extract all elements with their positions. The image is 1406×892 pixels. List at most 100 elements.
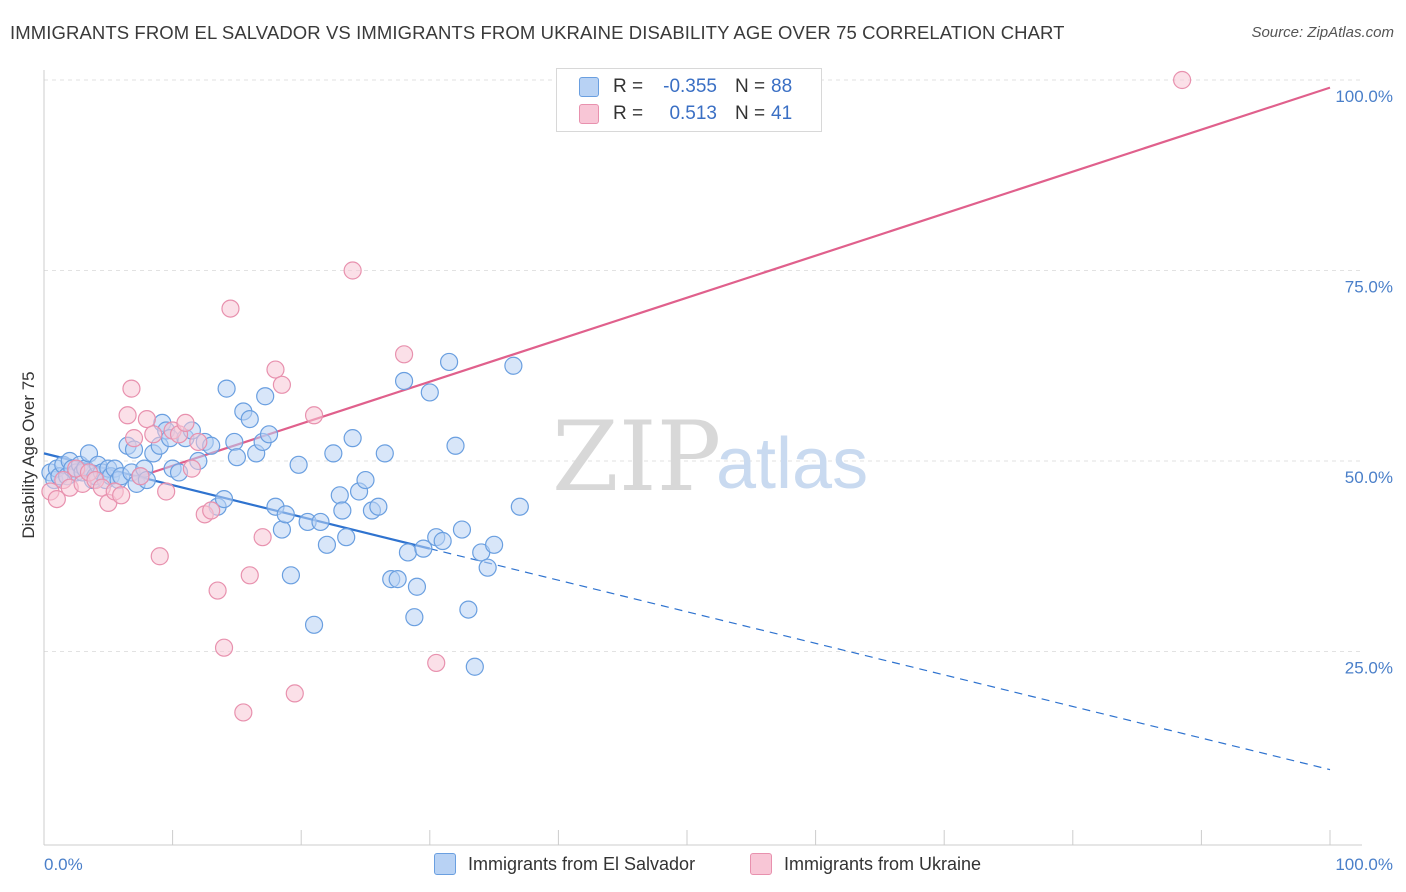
data-point bbox=[225, 432, 244, 452]
data-point bbox=[122, 379, 141, 398]
data-point bbox=[324, 444, 343, 463]
legend-r-label: R = bbox=[613, 76, 644, 97]
data-point bbox=[1173, 70, 1192, 90]
x-ticks bbox=[43, 830, 1331, 845]
data-point bbox=[504, 356, 523, 375]
data-point bbox=[369, 497, 388, 516]
data-point bbox=[214, 490, 234, 509]
axes bbox=[43, 70, 1362, 846]
legend-n-label: N = bbox=[735, 76, 766, 97]
data-point bbox=[433, 531, 452, 551]
legend-swatch-el-salvador bbox=[579, 77, 599, 97]
data-point bbox=[259, 425, 279, 444]
bottom-legend-label-ukraine: Immigrants from Ukraine bbox=[784, 853, 982, 874]
data-point bbox=[272, 375, 292, 394]
data-point bbox=[272, 520, 292, 539]
data-point bbox=[214, 638, 234, 657]
data-point bbox=[47, 490, 66, 509]
data-point bbox=[202, 501, 221, 520]
y-tick-label-25: 25.0% bbox=[1345, 659, 1393, 678]
data-points bbox=[41, 70, 1192, 722]
data-point bbox=[427, 653, 446, 673]
chart-title: IMMIGRANTS FROM EL SALVADOR VS IMMIGRANT… bbox=[10, 22, 1065, 43]
data-point bbox=[394, 345, 414, 364]
series-ukraine bbox=[41, 70, 1192, 722]
gridlines bbox=[44, 79, 1362, 652]
data-point bbox=[375, 444, 394, 463]
data-point bbox=[333, 501, 352, 520]
legend-swatch-ukraine bbox=[579, 104, 599, 124]
data-point bbox=[150, 547, 169, 566]
data-point bbox=[388, 570, 407, 589]
data-point bbox=[253, 528, 272, 547]
watermark-atlas: atlas bbox=[716, 424, 868, 504]
watermark-zip: ZIP bbox=[552, 401, 721, 513]
data-point bbox=[420, 383, 439, 402]
bottom-legend-el-salvador: Immigrants from El Salvador bbox=[434, 851, 695, 877]
legend-row-el-salvador: R = -0.355 N = 88 bbox=[579, 74, 792, 100]
data-point bbox=[182, 459, 201, 478]
data-point bbox=[157, 482, 176, 501]
data-point bbox=[510, 497, 529, 516]
y-tick-labels: 25.0% 50.0% 75.0% 100.0% bbox=[1335, 87, 1393, 678]
data-point bbox=[356, 470, 375, 490]
data-point bbox=[240, 566, 259, 585]
data-point bbox=[394, 371, 414, 391]
data-point bbox=[317, 535, 337, 554]
data-point bbox=[452, 520, 472, 539]
data-point bbox=[304, 615, 324, 634]
trendline-ukraine bbox=[140, 86, 1331, 478]
data-point bbox=[289, 455, 308, 474]
data-point bbox=[131, 467, 150, 486]
data-point bbox=[337, 528, 356, 547]
data-point bbox=[137, 409, 156, 429]
data-point bbox=[144, 425, 163, 444]
data-point bbox=[266, 360, 285, 379]
legend-r-label: R = bbox=[613, 103, 644, 124]
data-point bbox=[176, 413, 195, 432]
legend-n-label: N = bbox=[735, 103, 766, 124]
data-point bbox=[304, 406, 324, 425]
x-tick-label-max: 100.0% bbox=[1335, 855, 1393, 874]
data-point bbox=[124, 429, 144, 448]
data-point bbox=[439, 352, 459, 372]
data-point bbox=[285, 684, 304, 703]
legend-row-ukraine: R = 0.513 N = 41 bbox=[579, 101, 792, 127]
data-point bbox=[234, 703, 253, 722]
bottom-legend-swatch-el-salvador bbox=[434, 853, 456, 875]
data-point bbox=[311, 512, 330, 532]
y-tick-label-50: 50.0% bbox=[1345, 468, 1393, 487]
y-tick-label-75: 75.0% bbox=[1345, 278, 1393, 297]
bottom-legend-ukraine: Immigrants from Ukraine bbox=[750, 851, 981, 877]
data-point bbox=[208, 581, 227, 600]
data-point bbox=[407, 577, 427, 596]
data-point bbox=[330, 486, 349, 505]
series-el-salvador bbox=[41, 352, 529, 676]
legend-r-value: 0.513 bbox=[669, 103, 717, 124]
stats-legend: R = -0.355 N = 88 R = 0.513 N = 41 bbox=[556, 68, 822, 132]
data-point bbox=[256, 387, 275, 406]
y-tick-label-100: 100.0% bbox=[1335, 87, 1393, 106]
bottom-legend-swatch-ukraine bbox=[750, 853, 772, 875]
data-point bbox=[414, 539, 433, 558]
chart-source: Source: ZipAtlas.com bbox=[1251, 24, 1394, 41]
data-point bbox=[398, 543, 418, 562]
data-point bbox=[221, 299, 240, 318]
data-point bbox=[459, 600, 478, 619]
data-point bbox=[478, 558, 497, 577]
data-point bbox=[343, 261, 362, 280]
data-point bbox=[465, 657, 484, 676]
data-point bbox=[189, 432, 208, 452]
legend-n-value: 88 bbox=[771, 76, 793, 97]
x-tick-label-min: 0.0% bbox=[44, 855, 83, 874]
data-point bbox=[112, 486, 131, 505]
bottom-legend-label-el-salvador: Immigrants from El Salvador bbox=[468, 853, 696, 874]
data-point bbox=[343, 429, 362, 448]
data-point bbox=[276, 505, 295, 524]
legend-n-value: 41 bbox=[771, 103, 793, 124]
legend-r-value: -0.355 bbox=[663, 76, 717, 97]
data-point bbox=[217, 379, 236, 398]
data-point bbox=[405, 608, 424, 627]
data-point bbox=[281, 566, 301, 585]
